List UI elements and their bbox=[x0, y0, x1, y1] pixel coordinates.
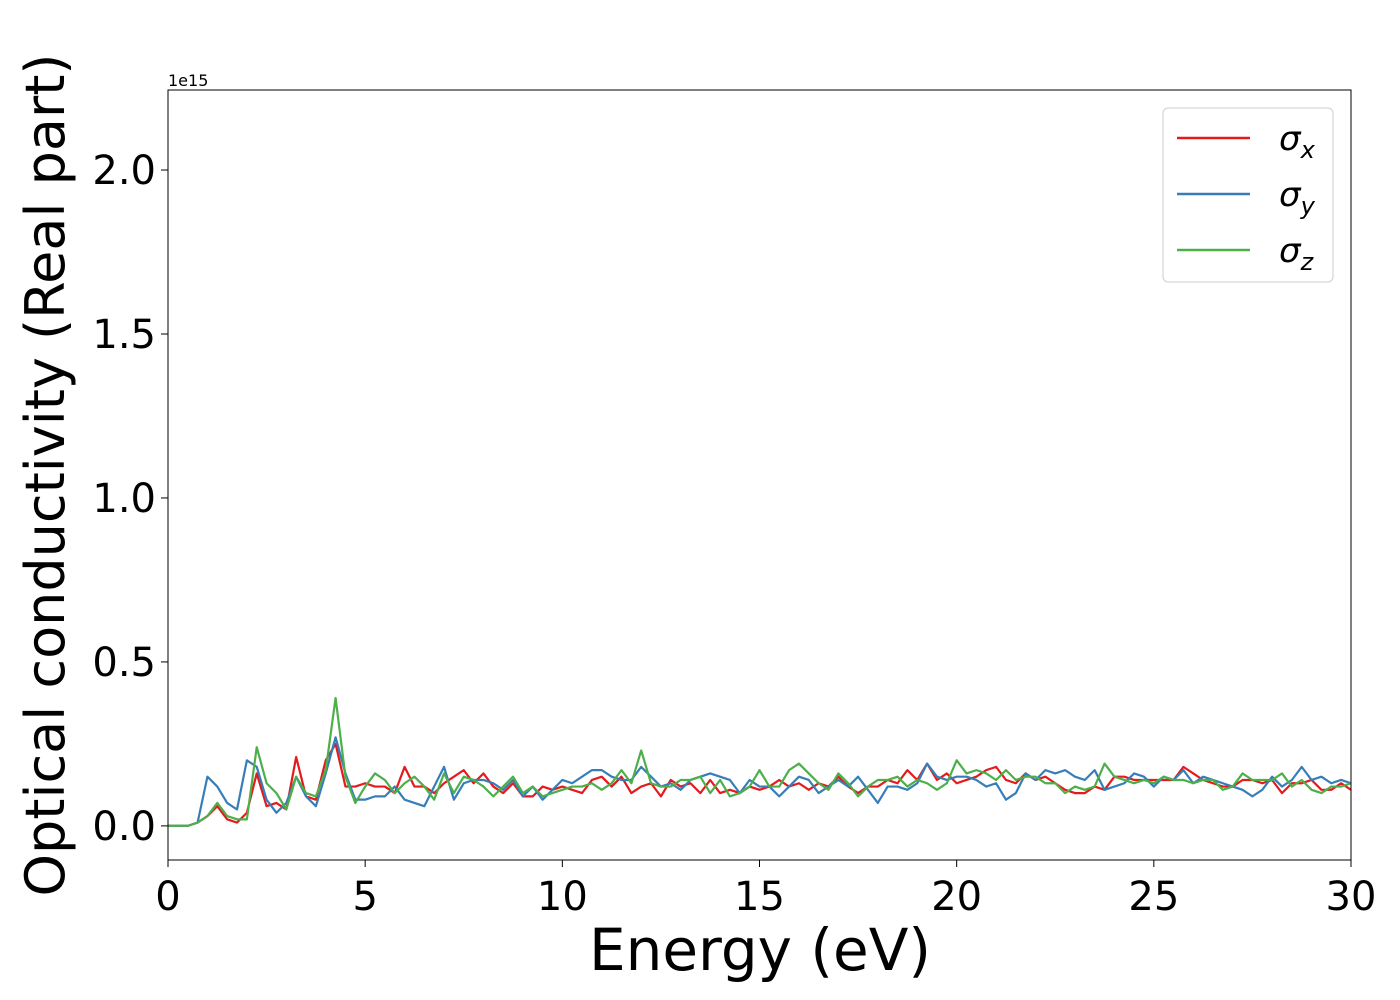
legend-label: σy bbox=[1279, 175, 1316, 220]
x-tick-label: 20 bbox=[931, 874, 982, 920]
plot-frame bbox=[167, 89, 1352, 861]
x-tick-label: 30 bbox=[1326, 874, 1377, 920]
x-tick-label: 10 bbox=[537, 874, 588, 920]
series-line bbox=[168, 742, 1351, 827]
x-tick-label: 15 bbox=[734, 874, 785, 920]
y-axis-label: Optical conductivity (Real part) bbox=[14, 54, 77, 897]
x-tick-label: 25 bbox=[1128, 874, 1179, 920]
x-tick-label: 0 bbox=[155, 874, 180, 920]
x-tick-label: 5 bbox=[352, 874, 377, 920]
series-line bbox=[168, 736, 1351, 827]
y-tick-label: 0.5 bbox=[92, 640, 156, 686]
x-axis-label: Energy (eV) bbox=[589, 916, 931, 984]
offset-label: 1e15 bbox=[168, 71, 208, 90]
legend-label: σz bbox=[1279, 231, 1315, 276]
y-tick-label: 0.0 bbox=[92, 804, 156, 850]
y-tick-label: 1.5 bbox=[92, 312, 156, 358]
legend-label: σx bbox=[1279, 119, 1316, 164]
y-tick-label: 2.0 bbox=[92, 148, 156, 194]
y-tick-label: 1.0 bbox=[92, 476, 156, 522]
series-line bbox=[168, 696, 1351, 827]
